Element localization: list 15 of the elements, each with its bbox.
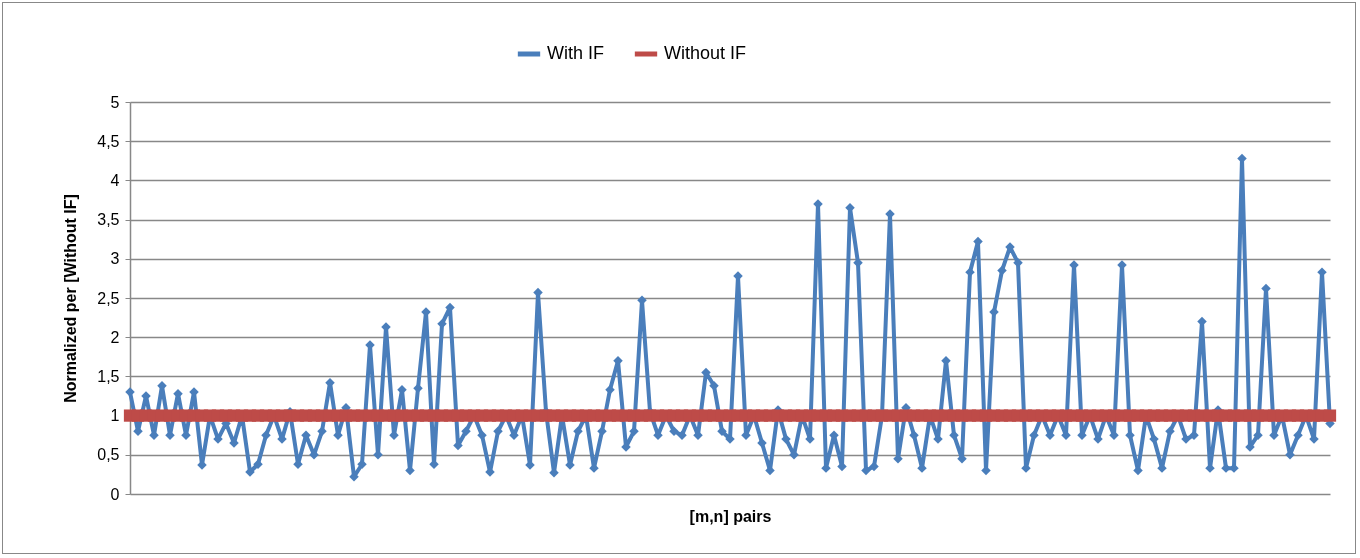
y-tick-label: 2,5 (97, 289, 120, 307)
y-tick-label: 4 (110, 171, 120, 189)
y-tick-label: 0 (110, 485, 120, 503)
y-tick-label: 1 (110, 407, 120, 425)
y-tick-label: 3 (110, 250, 120, 268)
y-tick-label: 5 (110, 93, 120, 111)
y-tick-label: 2 (110, 328, 120, 346)
y-tick-label: 1,5 (97, 367, 120, 385)
y-tick-label: 3,5 (97, 211, 120, 229)
legend-label: With IF (547, 43, 604, 63)
y-axis-title: Normalized per [Without IF] (62, 194, 80, 403)
y-tick-label: 4,5 (97, 132, 120, 150)
y-tick-label: 0,5 (97, 446, 120, 464)
legend-label: Without IF (664, 43, 747, 63)
x-axis-title: [m,n] pairs (689, 507, 772, 525)
